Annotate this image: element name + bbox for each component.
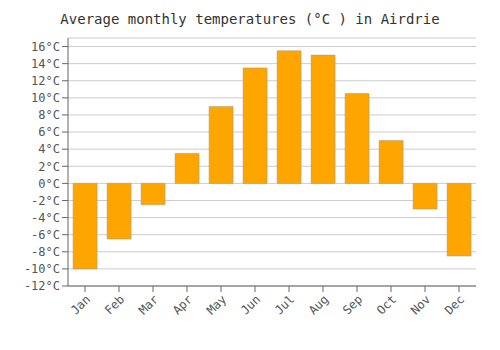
svg-text:Oct: Oct [374,292,399,317]
svg-text:Feb: Feb [102,292,127,317]
svg-text:Jun: Jun [238,292,263,317]
svg-text:Sep: Sep [340,292,365,317]
svg-text:0°C: 0°C [38,177,60,191]
svg-text:-6°C: -6°C [31,228,60,242]
svg-text:6°C: 6°C [38,125,60,139]
svg-text:-8°C: -8°C [31,245,60,259]
svg-text:Dec: Dec [442,292,467,317]
svg-text:Apr: Apr [170,292,195,317]
svg-text:10°C: 10°C [31,91,60,105]
svg-text:8°C: 8°C [38,108,60,122]
svg-text:May: May [204,292,229,317]
svg-text:4°C: 4°C [38,142,60,156]
svg-text:Jul: Jul [272,292,297,317]
svg-text:Nov: Nov [408,292,433,317]
html-text:Average monthly temperatures (: Average monthly temperatures (°C ) in Ai… [60,11,440,27]
svg-text:-10°C: -10°C [24,262,60,276]
svg-text:12°C: 12°C [31,74,60,88]
svg-text:2°C: 2°C [38,160,60,174]
svg-text:Mar: Mar [136,292,161,317]
svg-text:-12°C: -12°C [24,279,60,293]
svg-text:14°C: 14°C [31,57,60,71]
svg-text:Aug: Aug [306,292,331,317]
svg-text:-4°C: -4°C [31,211,60,225]
svg-text:Jan: Jan [68,292,93,317]
svg-text:16°C: 16°C [31,40,60,54]
svg-text:-2°C: -2°C [31,194,60,208]
